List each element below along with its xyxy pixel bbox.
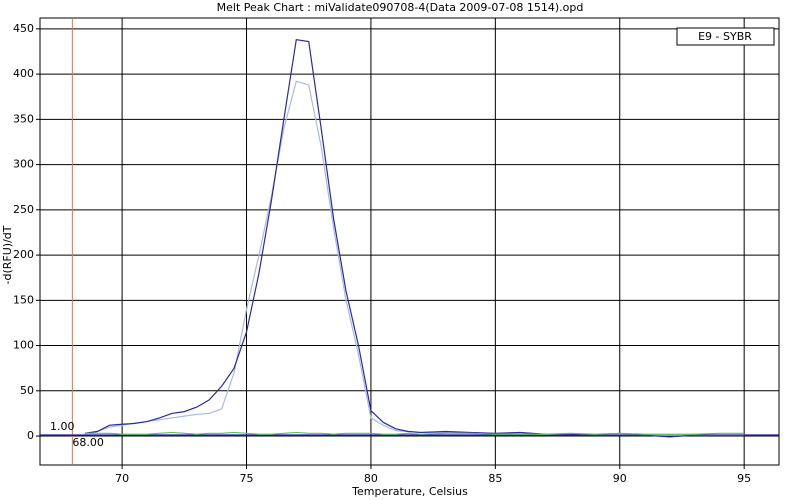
- x-tick-label: 75: [240, 472, 254, 485]
- y-tick-label: 100: [13, 339, 34, 352]
- marker-label: 68.00: [72, 436, 104, 449]
- y-tick-label: 450: [13, 22, 34, 35]
- y-tick-label: 350: [13, 112, 34, 125]
- y-tick-label: 300: [13, 158, 34, 171]
- y-tick-label: 250: [13, 203, 34, 216]
- legend-label: E9 - SYBR: [698, 30, 752, 43]
- x-tick-label: 90: [613, 472, 627, 485]
- legend-box: [676, 27, 775, 46]
- x-axis-label: Temperature, Celsius: [351, 485, 468, 498]
- x-tick-label: 70: [115, 472, 129, 485]
- x-tick-label: 85: [488, 472, 502, 485]
- plot-area: [39, 17, 780, 466]
- chart-title: Melt Peak Chart : miValidate090708-4(Dat…: [217, 1, 584, 14]
- x-tick-label: 80: [364, 472, 378, 485]
- series-line: [84, 431, 745, 435]
- y-tick-label: 150: [13, 293, 34, 306]
- y-tick-label: 200: [13, 248, 34, 261]
- y-tick-label: 0: [27, 429, 34, 442]
- y-tick-label: 400: [13, 67, 34, 80]
- series-line: [84, 39, 745, 438]
- x-tick-label: 95: [737, 472, 751, 485]
- threshold-label: 1.00: [50, 420, 75, 433]
- y-axis-label: -d(RFU)/dT: [1, 225, 14, 284]
- y-tick-label: 50: [20, 384, 34, 397]
